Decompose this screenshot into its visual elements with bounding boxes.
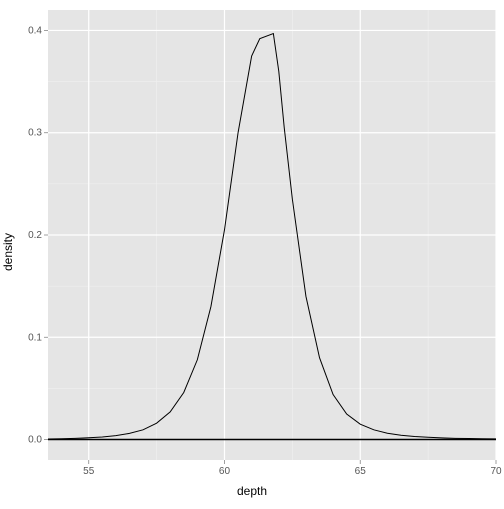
chart-svg: 55 60 65 70 0.0 0.1 0.2 0.3 0.4 xyxy=(0,0,504,504)
svg-text:60: 60 xyxy=(219,466,231,477)
svg-text:70: 70 xyxy=(490,466,502,477)
svg-text:0.0: 0.0 xyxy=(28,435,42,446)
y-axis-label: density xyxy=(1,233,15,271)
svg-text:65: 65 xyxy=(355,466,367,477)
svg-text:55: 55 xyxy=(83,466,95,477)
svg-text:0.3: 0.3 xyxy=(28,128,42,139)
svg-text:0.4: 0.4 xyxy=(28,25,42,36)
x-axis-label: depth xyxy=(237,484,267,498)
density-chart: density depth 55 60 65 70 0.0 0.1 0.2 0.3 0.4 xyxy=(0,0,504,504)
svg-text:0.1: 0.1 xyxy=(28,332,42,343)
svg-text:0.2: 0.2 xyxy=(28,230,42,241)
